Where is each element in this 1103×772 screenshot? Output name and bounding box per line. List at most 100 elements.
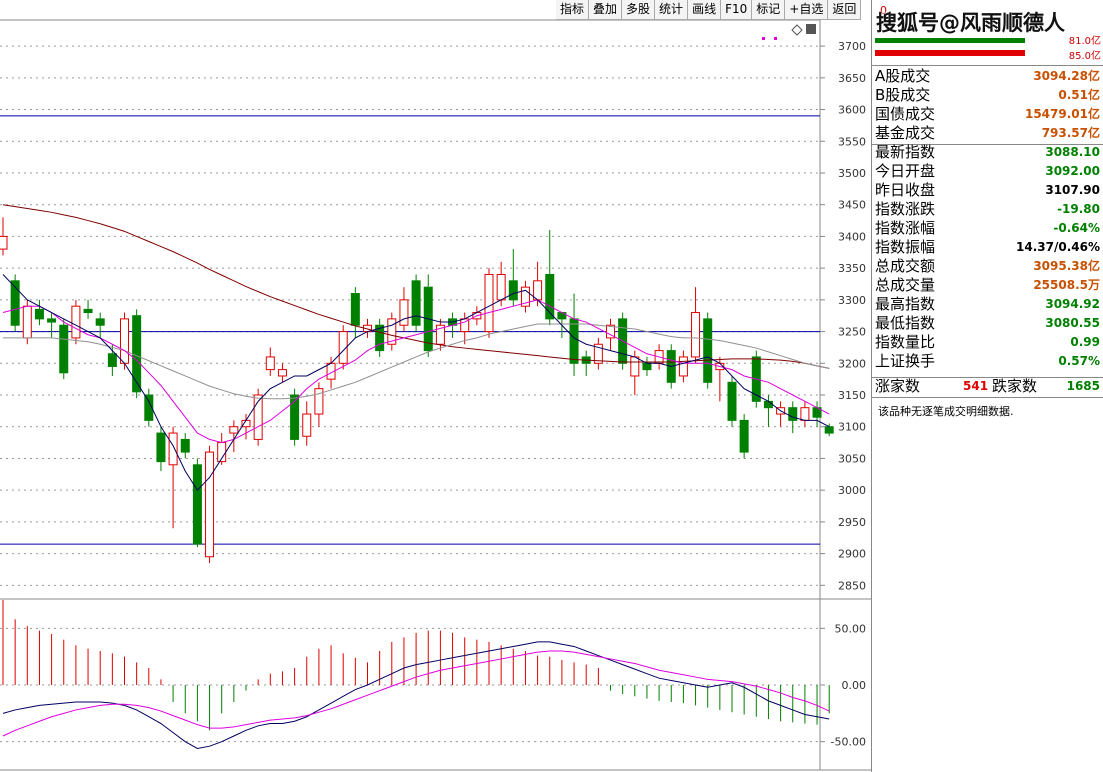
stat-label: 总成交量: [875, 276, 936, 294]
toolbar-button-6[interactable]: 标记: [752, 0, 786, 20]
candle: [520, 280, 530, 313]
candle-body: [253, 394, 263, 440]
price-tick-label: 3000: [838, 484, 866, 497]
stat-value: 3095.38亿: [1033, 259, 1100, 273]
price-tick-label: 3300: [838, 294, 866, 307]
toolbar-button-2[interactable]: 多股: [622, 0, 656, 20]
price-tick-label: 3700: [838, 40, 866, 53]
candle-body: [545, 273, 555, 320]
stat-row: 今日开盘 3092.00: [875, 162, 1102, 181]
candle: [132, 309, 142, 399]
candle: [545, 230, 555, 326]
macd-tick-label: -50.00: [831, 736, 866, 749]
price-tick-label: 3600: [838, 104, 866, 117]
dif-line: [2, 641, 830, 749]
stock-code: 0: [880, 4, 887, 17]
toolbar-button-8[interactable]: 返回: [828, 0, 862, 20]
stat-label: B股成交: [875, 86, 931, 104]
candle: [229, 420, 239, 453]
candle: [47, 312, 57, 338]
candle: [168, 426, 178, 529]
ma10-line: [2, 299, 830, 444]
candle-body: [241, 419, 251, 428]
candlesticks[interactable]: [0, 217, 834, 564]
candle: [435, 318, 445, 351]
candle: [10, 274, 20, 332]
stat-value: 3092.00: [1045, 164, 1100, 178]
down-count-value: 1685: [1066, 379, 1100, 393]
stat-row: 上证换手 0.57%: [875, 352, 1102, 371]
stat-label: 今日开盘: [875, 162, 936, 180]
down-count-label: 跌家数: [992, 377, 1038, 395]
candle-body: [95, 318, 105, 326]
toolbar-button-0[interactable]: 指标: [556, 0, 590, 20]
macd-tick-label: 50.00: [835, 622, 867, 635]
candle: [71, 299, 81, 345]
watermark-text: 搜狐号@风雨顺德人: [876, 11, 1065, 35]
candle-body: [593, 343, 603, 364]
stat-value: 25508.5万: [1033, 278, 1100, 292]
stat-label: A股成交: [875, 67, 931, 85]
diamond-icon: [791, 24, 803, 36]
price-tick-label: 3400: [838, 230, 866, 243]
price-tick-label: 3150: [838, 389, 866, 402]
candle-body: [277, 369, 287, 377]
toolbar-button-3[interactable]: 统计: [655, 0, 689, 20]
candle-body: [569, 318, 579, 364]
toolbar-button-1[interactable]: 叠加: [589, 0, 623, 20]
candle-body: [132, 315, 142, 393]
stat-row: A股成交 3094.28亿: [875, 67, 1102, 86]
candle: [217, 433, 227, 465]
candle: [265, 347, 275, 376]
stat-value: 14.37/0.46%: [1016, 240, 1100, 254]
candle: [678, 350, 688, 383]
stat-row: 最高指数 3094.92: [875, 295, 1102, 314]
stat-row: 指数量比 0.99: [875, 333, 1102, 352]
stat-label: 国债成交: [875, 105, 936, 123]
candle-body: [533, 280, 543, 301]
ratio-bar-top: [875, 38, 1025, 43]
marker-dot: [774, 37, 777, 40]
stat-value: 793.57亿: [1041, 126, 1100, 140]
stat-value: 15479.01亿: [1024, 107, 1100, 121]
price-tick-label: 2950: [838, 516, 866, 529]
candle-body: [302, 413, 312, 437]
candle: [314, 382, 324, 427]
moving-averages: [2, 204, 830, 491]
candle-body: [703, 318, 713, 383]
candle-body: [205, 451, 215, 558]
toolbar-button-5[interactable]: F10: [721, 0, 753, 20]
candle-body: [642, 362, 652, 371]
stat-label: 指数涨跌: [875, 200, 936, 218]
toolbar-button-4[interactable]: 画线: [688, 0, 722, 20]
toolbar-button-7[interactable]: +自选: [785, 0, 829, 20]
candle-body: [800, 407, 810, 421]
stat-value: 3088.10: [1045, 145, 1100, 159]
candle-body: [71, 305, 81, 339]
price-tick-label: 3050: [838, 452, 866, 465]
candle-body: [678, 356, 688, 377]
candle-body: [824, 426, 834, 434]
kline-chart[interactable]: 3700 3650 3600 3550 3500 3450 3400 3350 3300 3250…: [0, 0, 871, 772]
candle: [703, 312, 713, 389]
ratio-top-label: 81.0亿: [1068, 36, 1101, 47]
candle-body: [192, 464, 202, 545]
candle-body: [788, 407, 798, 421]
up-count-label: 涨家数: [875, 377, 921, 395]
candle: [776, 401, 786, 427]
breadth-row: 涨家数 541 跌家数 1685: [875, 377, 1102, 396]
candle: [241, 414, 251, 440]
candle: [156, 426, 166, 472]
stat-value: -19.80: [1057, 202, 1100, 216]
candle: [253, 388, 263, 446]
candle-body: [34, 308, 44, 320]
stat-label: 指数振幅: [875, 238, 936, 256]
ratio-bottom-label: 85.0亿: [1068, 51, 1101, 62]
candle-body: [691, 312, 701, 358]
no-tick-data-note: 该品种无逐笔成交明细数据.: [878, 405, 1014, 418]
candle: [375, 318, 385, 357]
candle: [338, 325, 348, 370]
stat-label: 最高指数: [875, 295, 936, 313]
price-tick-label: 3650: [838, 72, 866, 85]
candle-body: [508, 280, 518, 301]
